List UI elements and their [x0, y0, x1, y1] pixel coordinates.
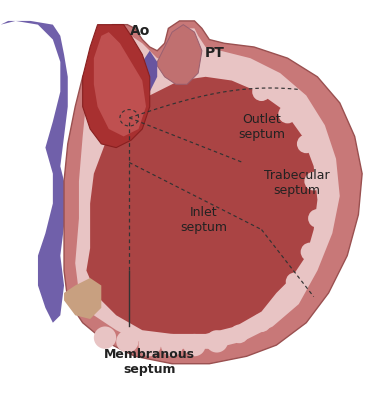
Text: Outlet
septum: Outlet septum: [238, 113, 285, 141]
Text: Membranous
septum: Membranous septum: [104, 348, 195, 376]
Circle shape: [116, 330, 138, 352]
Circle shape: [94, 326, 116, 349]
Text: Trabecular
septum: Trabecular septum: [264, 169, 330, 197]
Circle shape: [286, 272, 304, 291]
Circle shape: [183, 334, 206, 356]
Polygon shape: [94, 32, 146, 136]
Polygon shape: [86, 77, 318, 334]
Circle shape: [278, 105, 297, 123]
Circle shape: [252, 82, 271, 101]
Circle shape: [252, 313, 271, 332]
Circle shape: [308, 209, 327, 228]
Circle shape: [271, 295, 289, 313]
Circle shape: [230, 325, 248, 343]
Polygon shape: [75, 28, 340, 349]
Polygon shape: [83, 25, 150, 148]
Text: Inlet
septum: Inlet septum: [180, 206, 227, 234]
Polygon shape: [157, 25, 202, 84]
Circle shape: [138, 334, 161, 356]
Circle shape: [161, 334, 183, 356]
Text: PT: PT: [205, 46, 225, 60]
Polygon shape: [64, 21, 362, 364]
Polygon shape: [135, 51, 157, 107]
Text: Ao: Ao: [130, 24, 151, 38]
Circle shape: [206, 330, 228, 352]
Polygon shape: [1, 21, 68, 323]
Circle shape: [304, 172, 323, 190]
Polygon shape: [64, 278, 101, 319]
Circle shape: [297, 135, 316, 153]
Circle shape: [301, 243, 319, 261]
